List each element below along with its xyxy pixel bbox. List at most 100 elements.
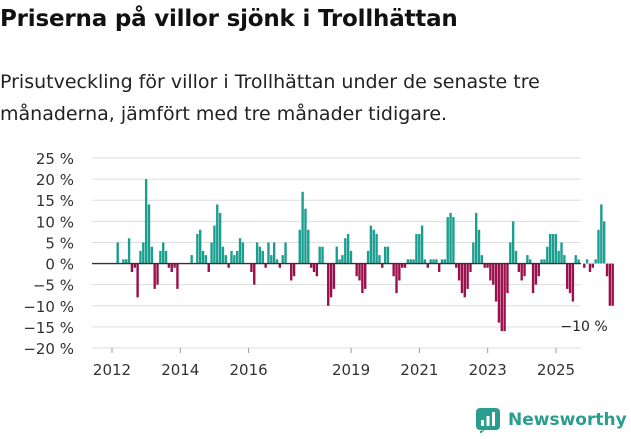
bar — [332, 263, 336, 289]
bar — [546, 246, 549, 264]
bar — [412, 259, 415, 264]
bar — [167, 263, 171, 268]
bar — [170, 263, 173, 272]
x-tick-label: 2016 — [230, 361, 268, 379]
bar — [298, 229, 301, 264]
bar — [486, 263, 489, 268]
bar — [466, 263, 469, 289]
newsworthy-logo[interactable]: Newsworthy — [476, 406, 627, 434]
bar — [585, 259, 589, 264]
bar — [566, 263, 569, 289]
x-tick-label: 2012 — [93, 361, 131, 379]
bar-chart: 25 % 20 % 15 % 10 % 5 % 0 % −5 % −10 % −15 % −20 … — [23, 150, 614, 379]
bar — [455, 263, 458, 268]
bar — [241, 242, 245, 264]
bar — [381, 263, 384, 268]
bar — [364, 263, 367, 289]
bar — [517, 263, 521, 272]
bar — [201, 250, 205, 264]
bar — [156, 263, 159, 285]
bar — [554, 234, 558, 264]
bar — [216, 204, 219, 264]
y-tick-label: 10 % — [36, 213, 74, 231]
bar — [437, 263, 441, 272]
bar — [309, 263, 313, 268]
bar — [551, 234, 555, 264]
bar — [355, 263, 358, 277]
bar — [327, 263, 330, 306]
bar — [489, 263, 492, 281]
bar — [213, 225, 216, 264]
bar — [520, 263, 523, 281]
y-tick-label: 5 % — [45, 234, 74, 252]
bar — [420, 225, 424, 264]
bar — [315, 263, 319, 277]
bar — [335, 246, 338, 264]
bar — [392, 263, 395, 277]
bar — [139, 250, 142, 264]
bar — [594, 259, 597, 264]
bar — [173, 263, 176, 268]
y-tick-label: −20 % — [23, 340, 74, 358]
bar — [469, 263, 472, 272]
bar — [446, 217, 449, 264]
bar — [164, 250, 168, 264]
bar — [264, 263, 267, 268]
bar — [272, 242, 276, 264]
bar — [341, 255, 344, 264]
bar — [267, 242, 270, 264]
bar — [557, 250, 560, 264]
bar — [369, 225, 373, 264]
bar — [443, 259, 447, 264]
x-tick-label: 2021 — [400, 361, 438, 379]
annotations: −10 % — [560, 319, 607, 335]
bar — [511, 221, 515, 264]
bar — [292, 263, 296, 277]
bar — [116, 242, 119, 264]
bar — [531, 263, 535, 294]
bar — [534, 263, 538, 285]
bar — [210, 242, 213, 264]
bar — [571, 263, 575, 302]
bar — [608, 263, 612, 306]
bar — [523, 263, 526, 277]
bar — [540, 259, 543, 264]
bar — [600, 204, 603, 264]
bar — [224, 255, 227, 264]
bar — [386, 246, 390, 264]
bar — [460, 263, 464, 294]
y-tick-label: 15 % — [36, 192, 74, 210]
bar — [401, 263, 404, 268]
bar — [130, 263, 134, 272]
bar — [153, 263, 156, 289]
bar — [588, 263, 592, 272]
bar — [361, 263, 364, 294]
bar — [497, 263, 501, 323]
bar — [162, 242, 165, 264]
newsworthy-logo-text: Newsworthy — [508, 410, 627, 430]
bar — [602, 221, 606, 264]
bar — [133, 263, 136, 268]
bar — [398, 263, 401, 281]
bar — [548, 234, 552, 264]
x-tick-label: 2023 — [469, 361, 507, 379]
bar — [142, 242, 145, 264]
bar — [506, 263, 509, 294]
bar — [199, 229, 202, 264]
bar — [605, 263, 609, 277]
bar — [150, 246, 154, 264]
bar — [449, 212, 452, 264]
bar — [494, 263, 498, 302]
annotation-label: −10 % — [560, 319, 607, 335]
bar — [159, 250, 162, 264]
bar — [278, 263, 282, 268]
bar — [375, 234, 378, 264]
bar — [329, 263, 333, 298]
bar — [378, 255, 381, 264]
bar — [503, 263, 506, 332]
bar — [301, 191, 304, 264]
y-tick-label: 0 % — [45, 256, 74, 274]
bar — [338, 259, 341, 264]
bar — [577, 259, 580, 264]
bar — [509, 242, 512, 264]
